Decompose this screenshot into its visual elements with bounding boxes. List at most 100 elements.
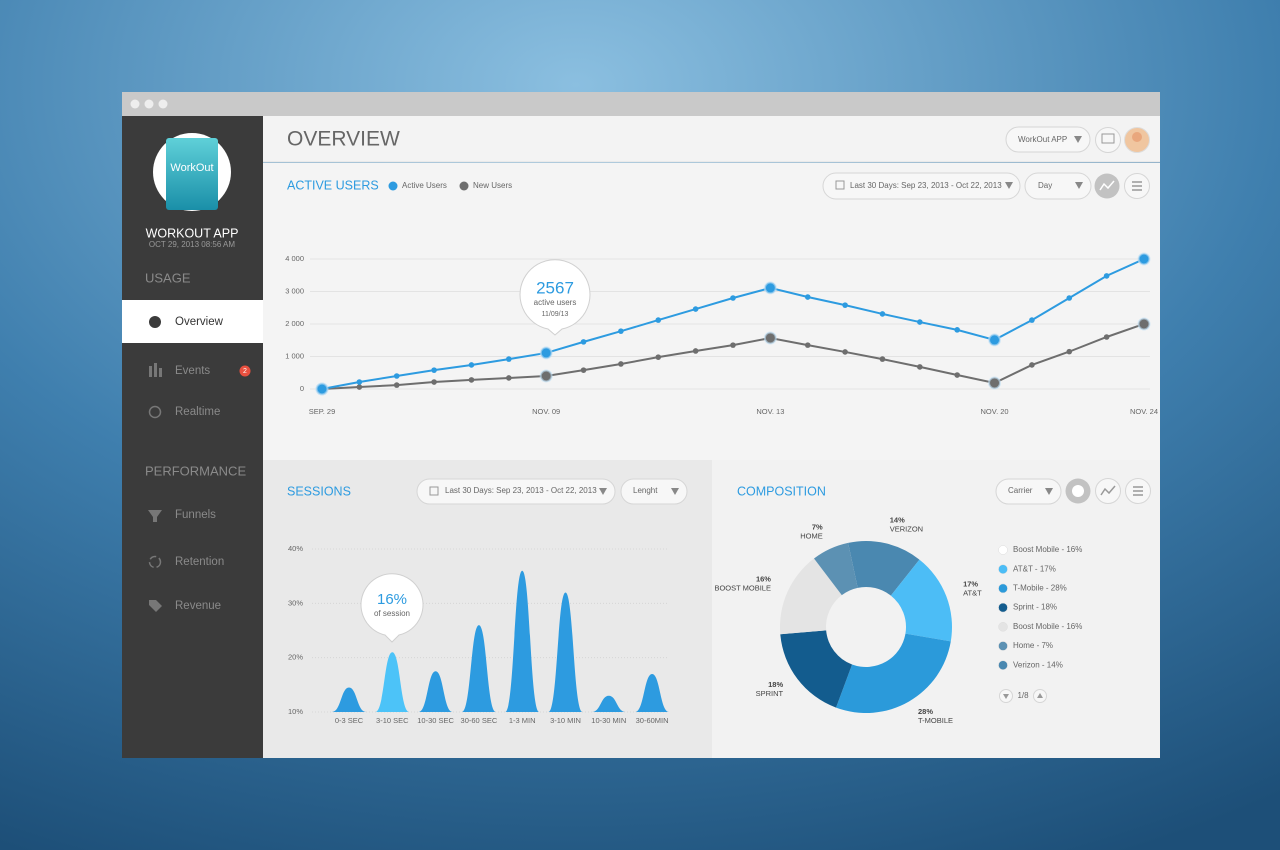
data-point: [539, 369, 553, 383]
y-tick-label: 40%: [288, 544, 303, 553]
data-point: [1029, 317, 1035, 323]
nav-icon: [149, 366, 152, 377]
data-point: [618, 328, 624, 334]
nav-item[interactable]: Overview: [175, 316, 224, 328]
y-tick-label: 30%: [288, 598, 303, 607]
bar: [332, 687, 366, 712]
pie-slice: [836, 633, 951, 713]
legend-marker: [998, 602, 1008, 613]
nav-item[interactable]: Events: [175, 365, 210, 377]
data-point: [356, 379, 363, 385]
x-tick-label: NOV. 09: [532, 407, 560, 416]
x-tick-label: 3-10 SEC: [376, 716, 409, 725]
tooltip-bubble: [519, 259, 591, 336]
data-point: [506, 375, 512, 381]
nav-active[interactable]: [122, 300, 263, 343]
slice-value-label: 16%: [756, 575, 771, 584]
data-point: [618, 361, 624, 367]
data-point: [393, 373, 400, 379]
y-tick-label: 3 000: [285, 286, 304, 295]
carrier-dropdown[interactable]: [995, 478, 1062, 505]
slice-label: BOOST MOBILE: [714, 584, 771, 593]
title-bar: [122, 92, 1160, 116]
data-point: [954, 372, 960, 378]
data-point: [842, 302, 848, 308]
data-point: [842, 349, 848, 355]
window-button[interactable]: [130, 99, 140, 109]
data-point: [1103, 334, 1110, 340]
carrier-label: Carrier: [1008, 486, 1033, 495]
data-point: [988, 376, 1002, 390]
panel-title: ACTIVE USERS: [287, 178, 379, 192]
tooltip-label: active users: [534, 298, 577, 307]
nav-item[interactable]: Funnels: [175, 509, 216, 521]
tooltip-date: 11/09/13: [542, 311, 569, 318]
legend-label: New Users: [473, 181, 512, 190]
y-tick-label: 1 000: [285, 351, 304, 360]
data-point: [954, 327, 960, 333]
app-dropdown[interactable]: [1005, 126, 1091, 153]
nav-icon: [148, 510, 162, 522]
data-point: [730, 342, 736, 348]
badge-count: 2: [243, 368, 247, 375]
legend-label: AT&T - 17%: [1013, 564, 1056, 573]
avatar-face: [1132, 132, 1142, 142]
date-range: Last 30 Days: Sep 23, 2013 - Oct 22, 201…: [445, 486, 597, 495]
slice-label: AT&T: [963, 589, 982, 598]
data-point: [879, 356, 886, 362]
nav-icon: [148, 405, 162, 419]
nav-item[interactable]: Retention: [175, 556, 224, 568]
logo-text: WorkOut: [170, 162, 213, 174]
app-date: OCT 29, 2013 08:56 AM: [149, 240, 235, 249]
legend-label: Boost Mobile - 16%: [1013, 622, 1082, 631]
bar: [418, 671, 453, 712]
page-title: OVERVIEW: [287, 128, 400, 151]
window-button[interactable]: [144, 99, 154, 109]
slice-label: T-MOBILE: [918, 716, 953, 725]
date-range-picker[interactable]: [416, 478, 616, 505]
data-point: [692, 348, 699, 354]
data-point: [1137, 317, 1151, 331]
caret: [1005, 182, 1013, 189]
export-button[interactable]: [1095, 127, 1121, 153]
length-dropdown[interactable]: [620, 478, 688, 505]
panel-title: SESSIONS: [287, 484, 351, 498]
data-point: [692, 306, 699, 312]
date-range-picker[interactable]: [822, 172, 1021, 200]
y-tick-label: 4 000: [285, 254, 304, 263]
y-tick-label: 20%: [288, 653, 303, 662]
line-icon: [1099, 180, 1115, 191]
interval: Day: [1038, 181, 1052, 190]
data-point: [917, 319, 923, 325]
data-point: [580, 367, 587, 373]
pie-slice: [780, 630, 853, 708]
legend-label: T-Mobile - 28%: [1013, 584, 1067, 593]
tooltip-label: of session: [374, 609, 410, 618]
x-tick-label: 30-60MIN: [636, 716, 669, 725]
caret: [1003, 694, 1009, 699]
data-point: [763, 331, 777, 345]
nav-icon: [159, 368, 162, 377]
badge: [239, 365, 251, 377]
bar: [375, 652, 410, 712]
nav-item[interactable]: Revenue: [175, 600, 221, 612]
legend-marker: [998, 545, 1008, 555]
nav-item[interactable]: Realtime: [175, 406, 220, 418]
window-button[interactable]: [158, 99, 168, 109]
legend-marker: [459, 181, 469, 191]
data-point: [730, 295, 736, 301]
interval-dropdown[interactable]: [1024, 172, 1092, 200]
data-point: [431, 379, 437, 385]
active-users-panel: [263, 163, 1160, 460]
data-point: [506, 356, 512, 362]
y-tick-label: 0: [300, 384, 304, 393]
data-point: [1029, 362, 1035, 368]
data-point: [879, 311, 886, 317]
tooltip-value: 16%: [377, 591, 407, 608]
caret: [1074, 136, 1082, 143]
data-point: [763, 281, 777, 295]
slice-label: VERIZON: [890, 525, 923, 534]
data-point: [804, 342, 811, 348]
bar: [635, 673, 670, 712]
x-tick-label: SEP. 29: [309, 407, 336, 416]
